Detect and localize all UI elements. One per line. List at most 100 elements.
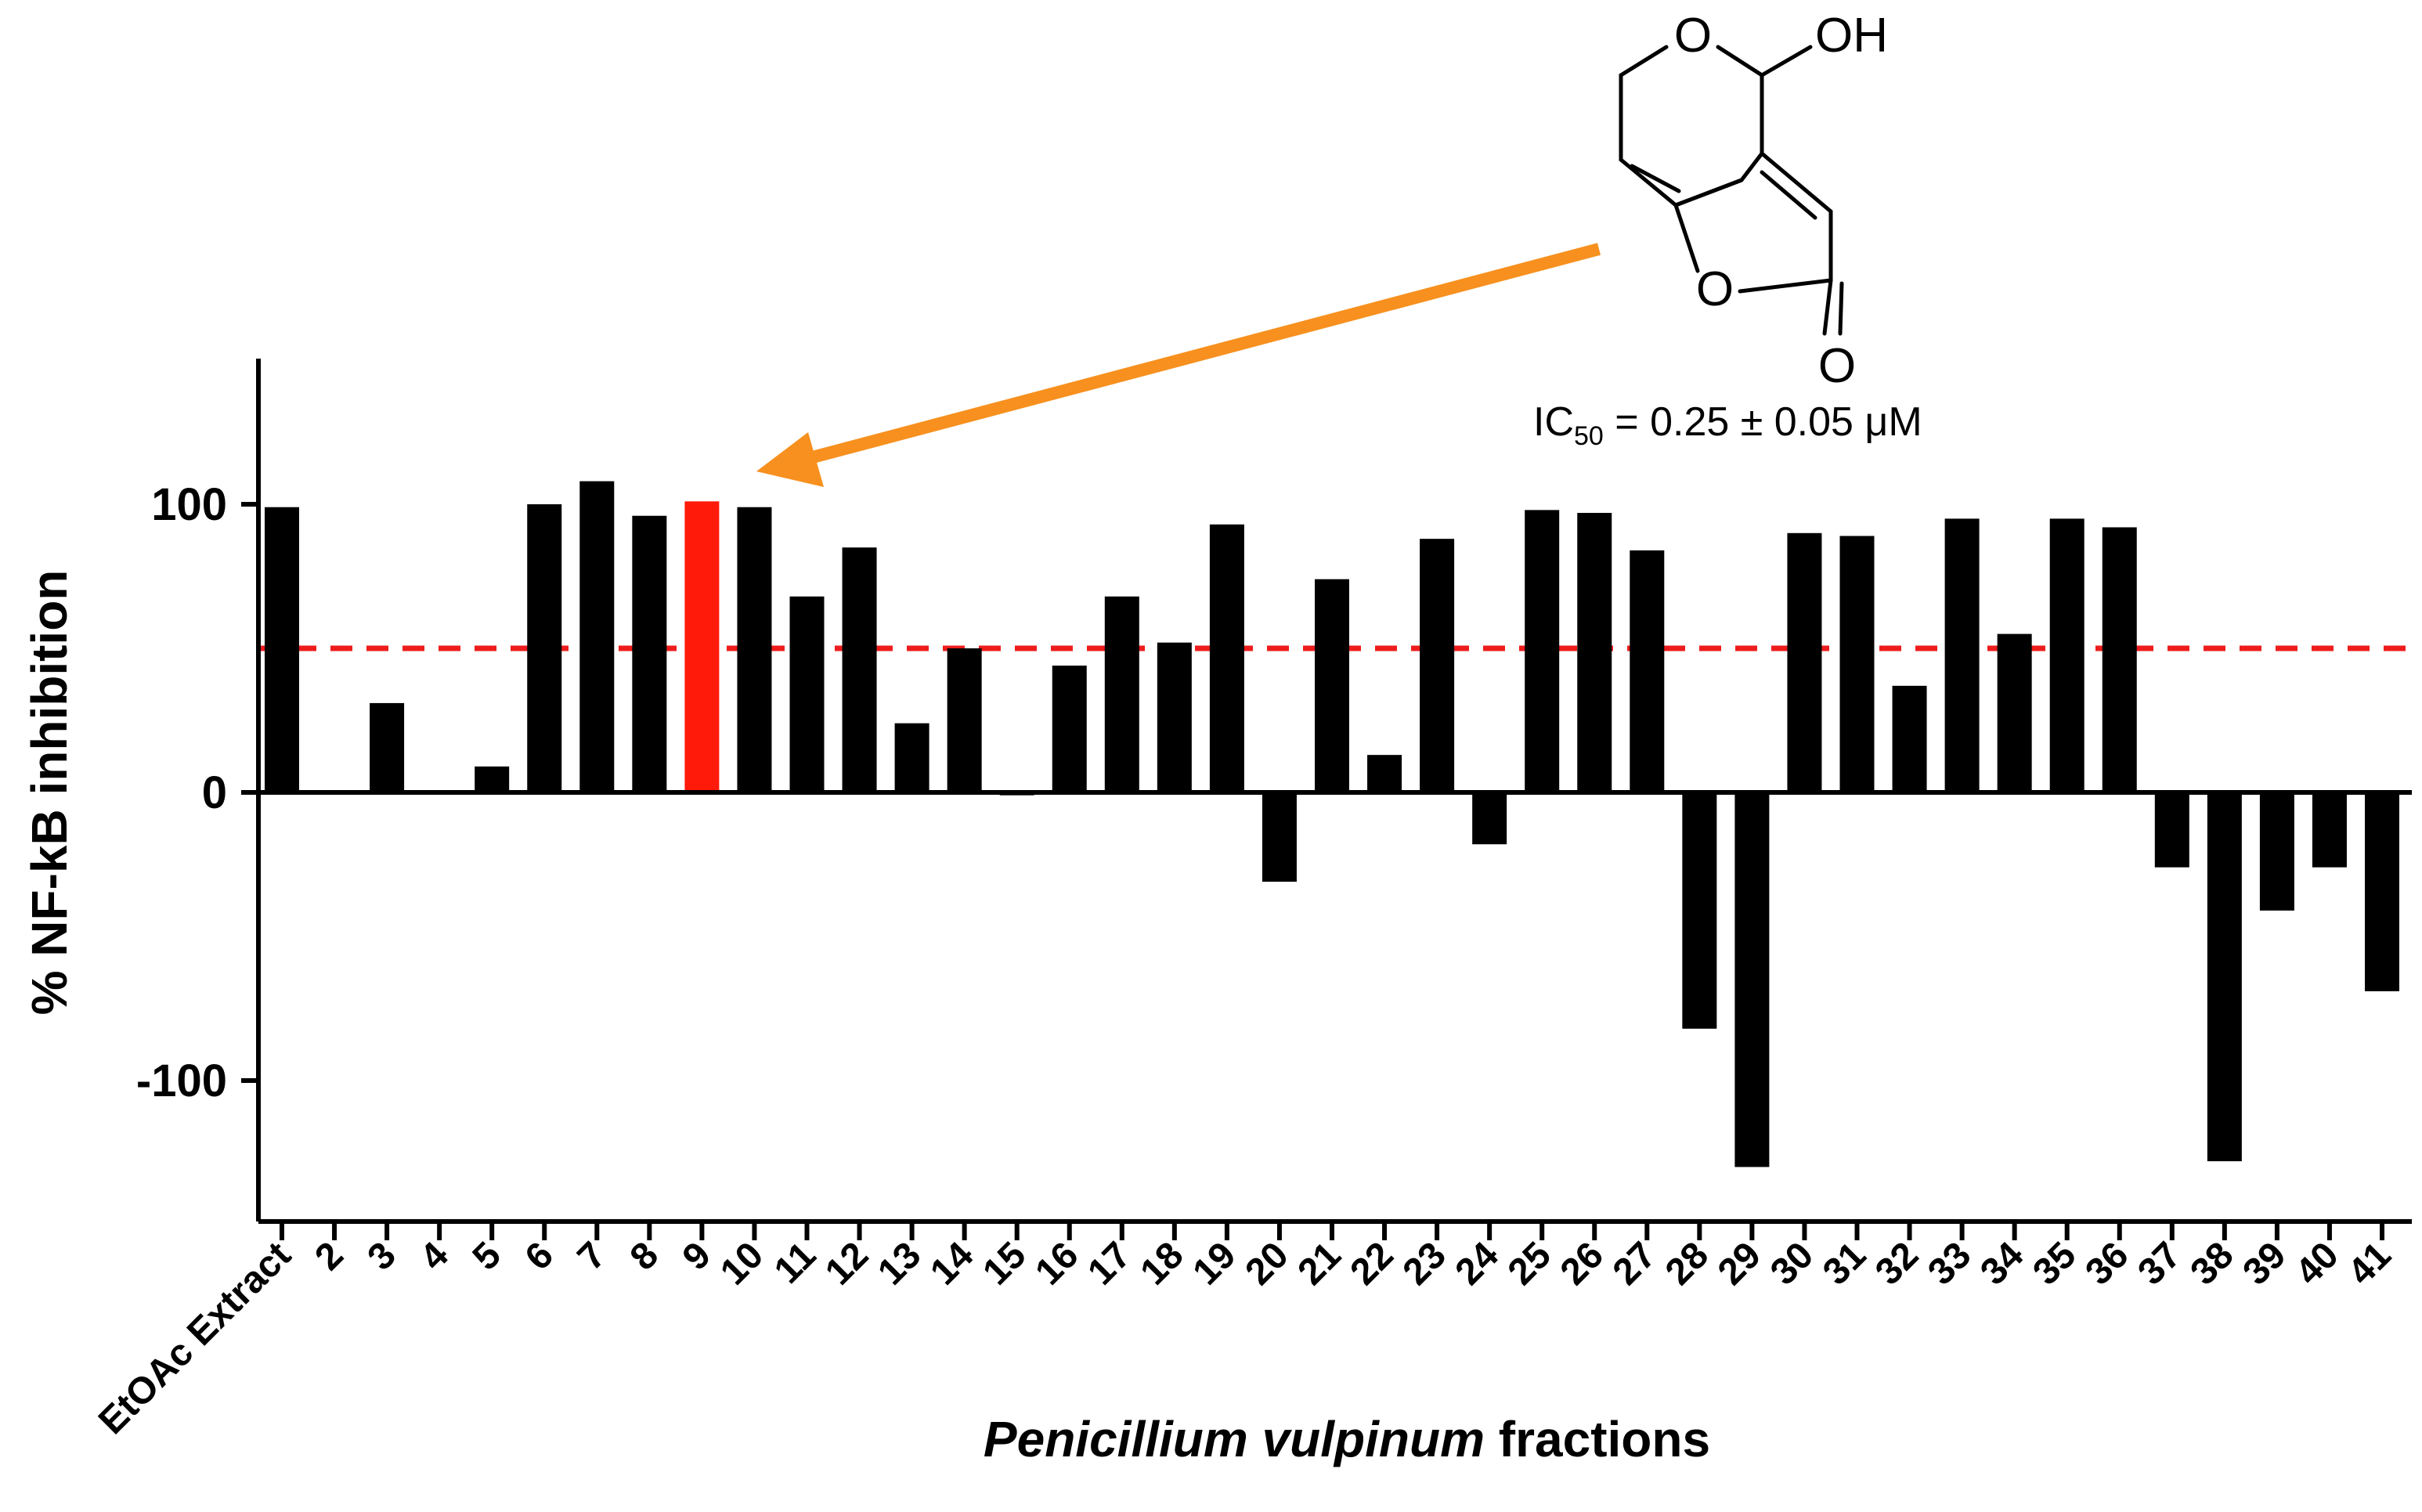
furan-double-bond — [1760, 170, 1817, 220]
y-tick-label: 100 — [151, 479, 227, 530]
x-tick-label: 37 — [2130, 1234, 2189, 1293]
bar-36 — [2102, 527, 2137, 792]
bar-14 — [947, 648, 982, 792]
x-tick-label: 11 — [767, 1234, 824, 1291]
bar-35 — [2049, 518, 2085, 792]
carbonyl-bond-2 — [1838, 281, 1844, 336]
x-tick-label: 18 — [1132, 1234, 1191, 1293]
x-tick-label: 3 — [360, 1234, 404, 1278]
x-tick-label: 17 — [1080, 1234, 1139, 1293]
bar-29 — [1734, 792, 1770, 1167]
x-tick-label: 10 — [713, 1234, 771, 1293]
bar-etoac-extract — [265, 507, 299, 792]
x-tick-label: 7 — [570, 1234, 614, 1278]
bar-40 — [2312, 792, 2347, 868]
bar-32 — [1892, 685, 1927, 792]
x-tick-label: 28 — [1658, 1234, 1716, 1293]
bar-3 — [370, 702, 405, 792]
chemical-structure: O OH O O — [1619, 9, 1888, 393]
x-tick-label: 16 — [1027, 1234, 1086, 1293]
x-axis-label: Penicillium vulpinum fractions — [984, 1411, 1710, 1467]
atom-o-furan: O — [1696, 262, 1734, 316]
bar-41 — [2365, 792, 2399, 991]
x-tick-label: 38 — [2182, 1234, 2241, 1293]
bar-38 — [2207, 792, 2242, 1162]
bar-8 — [632, 515, 667, 792]
x-ticks-group: EtOAc Extract 2 3 4 5 6 7 8 91011121314151617181… — [91, 1222, 2399, 1442]
bar-13 — [894, 723, 929, 792]
bar-22 — [1367, 755, 1402, 792]
bar-26 — [1577, 513, 1612, 792]
y-ticks-group: -100 0 100 — [136, 479, 258, 1106]
bond-c2-o — [1738, 278, 1833, 294]
x-tick-label: 30 — [1763, 1234, 1821, 1293]
x-tick-label: 4 — [413, 1234, 457, 1279]
x-tick-label: 36 — [2077, 1234, 2136, 1293]
orange-arrow — [756, 243, 1601, 487]
ic50-value: = 0.25 ± 0.05 μM — [1604, 399, 1922, 445]
arrow-shaft — [804, 243, 1601, 465]
carbonyl-bond-1 — [1822, 278, 1833, 336]
pyran-double-bond — [1630, 164, 1681, 193]
x-tick-label: 40 — [2287, 1234, 2346, 1293]
x-axis-label-word: fractions — [1499, 1411, 1710, 1467]
x-tick-label: 31 — [1815, 1234, 1874, 1293]
x-tick-label: 13 — [870, 1234, 929, 1293]
ic50-annotation: IC50 = 0.25 ± 0.05 μM — [1533, 399, 1922, 451]
atom-o-pyran: O — [1674, 9, 1712, 63]
x-tick-label: 26 — [1553, 1234, 1612, 1293]
bar-24 — [1472, 792, 1507, 845]
ic50-subscript: 50 — [1574, 421, 1604, 451]
x-axis-label-species: Penicillium vulpinum — [984, 1411, 1485, 1467]
x-tick-label: 23 — [1395, 1234, 1454, 1293]
bar-27 — [1630, 550, 1665, 792]
x-tick-label: 2 — [307, 1234, 351, 1278]
bar-12 — [842, 547, 877, 792]
bar-9 — [684, 501, 720, 792]
bar-18 — [1157, 642, 1192, 792]
x-tick-label: 34 — [1973, 1234, 2031, 1293]
bar-23 — [1420, 539, 1455, 792]
y-tick-label: -100 — [136, 1056, 227, 1106]
bar-20 — [1262, 792, 1297, 882]
x-tick-label: 9 — [675, 1234, 719, 1278]
x-tick-label: 24 — [1448, 1234, 1507, 1293]
bar-10 — [737, 507, 772, 792]
x-tick-label: 32 — [1868, 1234, 1926, 1293]
x-tick-label: 41 — [2341, 1234, 2399, 1293]
x-tick-label: 8 — [623, 1234, 666, 1278]
x-tick-label: 6 — [518, 1234, 561, 1278]
bar-6 — [527, 504, 562, 792]
bond-c2-c7a — [1673, 178, 1744, 207]
bar-28 — [1682, 792, 1717, 1029]
arrow-head — [756, 432, 824, 487]
x-tick-label: 35 — [2025, 1234, 2084, 1293]
bar-16 — [1052, 666, 1087, 792]
bond-o-c7a — [1673, 203, 1700, 273]
bar-39 — [2259, 792, 2294, 911]
bar-33 — [1944, 518, 1980, 792]
x-tick-label: 12 — [818, 1234, 876, 1293]
bar-7 — [579, 481, 615, 792]
bar-5 — [475, 766, 510, 792]
bond-c4-c7a — [1739, 151, 1764, 182]
x-tick-label: 5 — [465, 1234, 509, 1278]
y-axis-label: % NF-kB inhibition — [21, 570, 78, 1016]
bond-c-oh — [1760, 45, 1813, 78]
x-tick-label: 39 — [2235, 1234, 2294, 1293]
y-tick-label: 0 — [202, 767, 227, 818]
bar-25 — [1525, 510, 1560, 792]
x-tick-label: 20 — [1237, 1234, 1296, 1293]
x-tick-label: EtOAc Extract — [91, 1234, 299, 1442]
bond-c4-c3 — [1760, 151, 1833, 214]
x-tick-label: 19 — [1185, 1234, 1243, 1293]
ic50-prefix: IC — [1533, 399, 1574, 445]
pyran-ring-bonds — [1619, 45, 1744, 207]
bar-31 — [1839, 536, 1875, 792]
atom-o-carbonyl: O — [1818, 339, 1856, 393]
bar-34 — [1997, 633, 2032, 792]
bar-17 — [1104, 596, 1139, 792]
x-tick-label: 33 — [1920, 1234, 1979, 1293]
x-tick-label: 25 — [1500, 1234, 1559, 1293]
